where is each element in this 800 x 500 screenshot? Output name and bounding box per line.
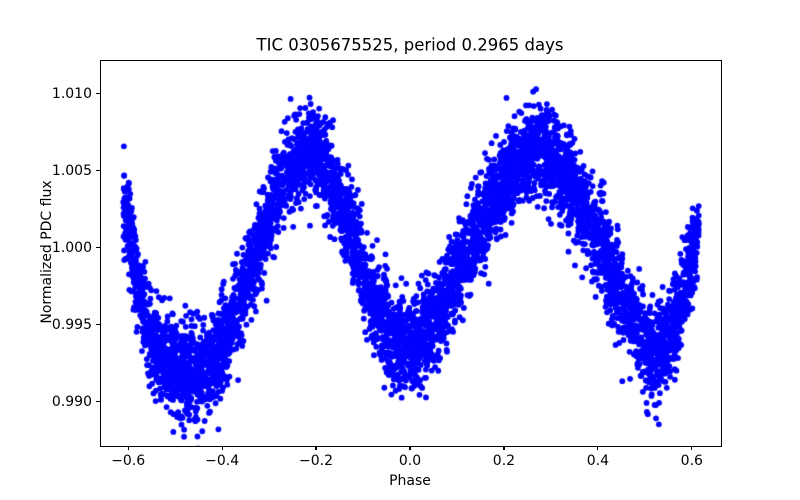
y-tick-mark xyxy=(96,324,100,326)
x-tick-mark xyxy=(409,446,411,450)
y-axis-label: Normalized PDC flux xyxy=(39,180,55,324)
y-tick-label: 0.995 xyxy=(51,316,92,333)
chart-title: TIC 0305675525, period 0.2965 days xyxy=(256,35,564,55)
y-tick-label: 0.990 xyxy=(51,393,92,410)
x-tick-mark xyxy=(503,446,505,450)
y-tick-mark xyxy=(96,93,100,95)
x-tick-mark xyxy=(597,446,599,450)
x-axis-label: Phase xyxy=(389,473,431,489)
x-tick-label: 0.0 xyxy=(398,453,422,469)
x-tick-label: −0.4 xyxy=(205,453,240,469)
x-tick-mark xyxy=(315,446,317,450)
y-tick-label: 1.000 xyxy=(51,239,92,256)
x-tick-label: 0.4 xyxy=(586,453,610,469)
x-tick-label: −0.6 xyxy=(111,453,146,469)
y-tick-mark xyxy=(96,247,100,249)
y-tick-label: 1.005 xyxy=(51,162,92,179)
x-tick-label: −0.2 xyxy=(299,453,334,469)
plot-area xyxy=(100,60,722,447)
x-tick-label: 0.6 xyxy=(680,453,703,469)
x-tick-mark xyxy=(221,446,223,450)
y-tick-mark xyxy=(96,170,100,172)
y-tick-mark xyxy=(96,401,100,403)
y-tick-label: 1.010 xyxy=(51,85,92,102)
scatter-points-canvas xyxy=(101,61,721,446)
x-tick-label: 0.2 xyxy=(492,453,516,469)
x-tick-mark xyxy=(127,446,129,450)
x-tick-mark xyxy=(691,446,693,450)
